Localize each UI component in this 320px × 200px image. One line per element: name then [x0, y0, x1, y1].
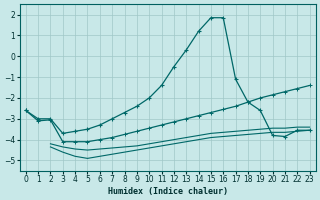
X-axis label: Humidex (Indice chaleur): Humidex (Indice chaleur) [108, 187, 228, 196]
